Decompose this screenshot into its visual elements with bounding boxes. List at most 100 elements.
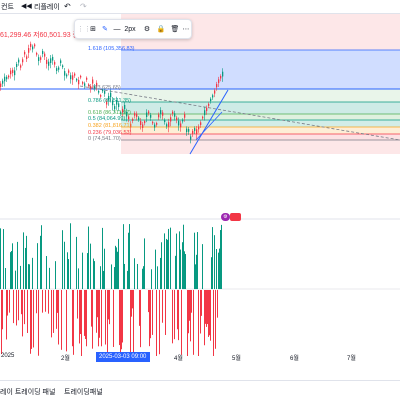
candle-body — [44, 53, 46, 57]
indicator-bar-down — [209, 290, 210, 336]
indicator-bar-down — [2, 290, 3, 330]
candle-body — [162, 112, 164, 116]
redo-icon[interactable]: ↷ — [80, 2, 87, 11]
indicator-bar-down — [86, 290, 87, 347]
indicator-bar-down — [45, 290, 46, 312]
pencil-icon[interactable]: ✎ — [102, 26, 108, 33]
indicator-bar-up — [155, 249, 156, 289]
fib-zone-0 — [121, 50, 400, 89]
indicator-bar-up — [129, 224, 130, 289]
fib-level-label: 0.786 (89,511.35) — [88, 98, 132, 104]
fib-zone-1 — [121, 89, 400, 102]
candle-body — [32, 46, 34, 50]
indicator-bar-up — [26, 235, 27, 289]
indicator-bar-down — [215, 290, 216, 349]
ohlc-values: 61,299.46 저60,501.93 종 — [0, 32, 80, 39]
indicator-bar-up — [175, 255, 176, 289]
candle-body — [90, 86, 92, 90]
indicator-bar-down — [6, 290, 7, 340]
tab-replay-trading-panel[interactable]: 레이 트레이딩 패널 — [0, 389, 56, 396]
settings-icon[interactable]: ⚙ — [143, 26, 151, 33]
indicator-bar-up — [137, 263, 138, 289]
candle-body — [192, 130, 194, 134]
indicator-bar-down — [217, 290, 218, 318]
candle-body — [206, 107, 208, 112]
candle-body — [92, 79, 94, 84]
template-icon[interactable]: ⊞ — [90, 26, 96, 33]
indicator-bar-down — [159, 290, 160, 355]
candle-body — [26, 56, 28, 60]
candle-body — [216, 84, 218, 88]
chart-area[interactable]: 61,299.46 저60,501.93 종 ≋ 1.618 (105,356.… — [0, 14, 400, 356]
indicator-bar-up — [161, 242, 162, 289]
indicator-bar-down — [61, 290, 62, 350]
candle-body — [176, 117, 178, 121]
indicator-bar-down — [27, 290, 28, 333]
indicator-bar-up — [37, 243, 38, 289]
indicator-bar-up — [151, 269, 152, 289]
indicator-bar-up — [157, 266, 158, 289]
candle-body — [178, 120, 180, 126]
indicator-bar-up — [219, 248, 220, 289]
indicator-bar-up — [197, 232, 198, 289]
candle-body — [146, 112, 148, 117]
tab-trading-panel[interactable]: 트레이딩패널 — [64, 389, 103, 396]
undo-icon[interactable]: ↶ — [64, 2, 71, 11]
candle-body — [180, 123, 182, 128]
candle-body — [152, 121, 154, 124]
candle-body — [164, 119, 166, 123]
candle-body — [78, 79, 80, 85]
indicator-bar-up — [168, 228, 169, 289]
line-style-icon[interactable]: — — [113, 26, 121, 33]
candle-body — [156, 123, 158, 125]
fib-level-label: 0.5 (84,064.99) — [88, 116, 126, 122]
candle-body — [76, 78, 78, 81]
candle-body — [218, 79, 220, 83]
candle-body — [168, 122, 170, 127]
fib-zone-bottom — [121, 140, 400, 154]
indicator-bar-up — [55, 261, 56, 289]
indicator-bar-up — [32, 257, 33, 289]
indicator-bar-down — [206, 290, 207, 327]
indicator-bar-down — [122, 290, 123, 343]
indicator-bar-up — [124, 263, 125, 289]
indicator-bar-up — [64, 241, 65, 289]
indicator-bar-up — [166, 238, 167, 289]
indicator-bar-up — [28, 264, 29, 289]
trash-icon[interactable]: 🗑 — [170, 26, 180, 33]
candle-body — [102, 89, 104, 92]
indicator-bar-up — [5, 268, 6, 289]
candle-body — [210, 98, 212, 102]
indicator-bar-down — [22, 290, 23, 337]
indicator-bar-up — [220, 230, 221, 289]
indicator-bar-down — [1, 290, 2, 355]
indicator-bar-up — [142, 268, 143, 289]
candle-body — [88, 84, 90, 86]
indicator-bar-down — [99, 290, 100, 338]
replay-icon[interactable]: ◀◀ — [21, 3, 32, 10]
drag-handle-icon[interactable]: ⋮⋮ — [77, 26, 91, 33]
lock-icon[interactable]: 🔒 — [156, 26, 166, 33]
candle-body — [184, 114, 186, 118]
indicator-bar-up — [102, 227, 103, 289]
indicator-bar-down — [98, 290, 99, 347]
candle-body — [60, 60, 62, 64]
line-width-button[interactable]: 2px — [124, 26, 136, 33]
time-axis[interactable]: 2025 2월 2025-03-03 09:00 4월 5월 6월 7월 — [0, 352, 400, 362]
indicator-bar-down — [109, 290, 110, 325]
candle-body — [140, 120, 142, 125]
replay-button[interactable]: 리플레이 — [34, 4, 60, 11]
more-icon[interactable]: ⋯ — [182, 26, 190, 33]
indicator-bar-down — [190, 290, 191, 342]
indicator-bar-down — [7, 290, 8, 316]
candle-body — [166, 124, 168, 127]
fib-zone-6 — [121, 134, 400, 140]
price-chart[interactable] — [0, 14, 400, 356]
indicator-circle-icon[interactable]: ⚙ — [221, 213, 230, 221]
candle-body — [38, 57, 40, 61]
candle-body — [132, 118, 134, 121]
indicator-bar-up — [70, 223, 71, 289]
indicator-bar-up — [62, 230, 63, 289]
toolbar-fragment-label[interactable]: 컨트 — [1, 4, 14, 11]
indicator-bar-down — [208, 290, 209, 337]
